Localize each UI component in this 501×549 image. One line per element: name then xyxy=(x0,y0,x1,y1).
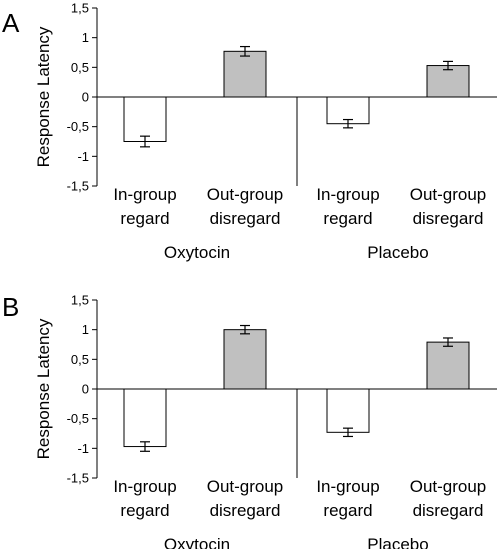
category-label-line2: regard xyxy=(323,501,372,520)
category-label-line1: In-group xyxy=(316,477,379,496)
category-label-line1: In-group xyxy=(316,185,379,204)
bar xyxy=(326,388,370,433)
panel-letter: A xyxy=(2,8,20,38)
y-tick-label: -1 xyxy=(77,149,89,164)
panel-b: B Response Latency 1,5 1 0,5 0 -0,5 -1 -1,5 In-gr… xyxy=(2,292,497,549)
y-tick-label: -1 xyxy=(77,441,89,456)
category-label-line1: Out-group xyxy=(207,185,284,204)
bar xyxy=(426,341,470,390)
category-label-line2: regard xyxy=(323,209,372,228)
group-label: Placebo xyxy=(367,243,428,262)
y-tick-label: 0 xyxy=(82,90,89,105)
bar xyxy=(123,96,167,142)
y-tick-label: -1,5 xyxy=(67,179,89,194)
bar xyxy=(223,50,267,98)
group-label: Oxytocin xyxy=(164,535,230,549)
y-axis-title: Response Latency xyxy=(34,318,53,459)
y-tick-label: -0,5 xyxy=(67,411,89,426)
category-label-line1: Out-group xyxy=(410,185,487,204)
y-tick-label: 1 xyxy=(82,322,89,337)
category-label-line2: regard xyxy=(120,501,169,520)
category-label-line2: disregard xyxy=(413,209,484,228)
bar xyxy=(223,329,267,390)
y-tick-label: -1,5 xyxy=(67,471,89,486)
category-label-line1: In-group xyxy=(113,185,176,204)
y-tick-label: 1,5 xyxy=(71,1,89,16)
y-tick-label: 1,5 xyxy=(71,293,89,308)
group-label: Placebo xyxy=(367,535,428,549)
panel-a: A Response Latency 1,5 1 0,5 0 -0,5 -1 -1,5 In-gr… xyxy=(2,1,497,262)
y-tick-label: 0 xyxy=(82,382,89,397)
category-label-line1: Out-group xyxy=(410,477,487,496)
category-label-line2: disregard xyxy=(413,501,484,520)
bar xyxy=(123,388,167,448)
category-label-line2: disregard xyxy=(210,501,281,520)
category-label-line1: In-group xyxy=(113,477,176,496)
group-label: Oxytocin xyxy=(164,243,230,262)
y-tick-label: -0,5 xyxy=(67,119,89,134)
category-label-line1: Out-group xyxy=(207,477,284,496)
y-tick-label: 0,5 xyxy=(71,352,89,367)
panel-letter: B xyxy=(2,292,19,322)
category-label-line2: regard xyxy=(120,209,169,228)
category-label-line2: disregard xyxy=(210,209,281,228)
y-tick-label: 0,5 xyxy=(71,60,89,75)
y-axis-title: Response Latency xyxy=(34,26,53,167)
y-tick-label: 1 xyxy=(82,30,89,45)
bar xyxy=(426,65,470,98)
